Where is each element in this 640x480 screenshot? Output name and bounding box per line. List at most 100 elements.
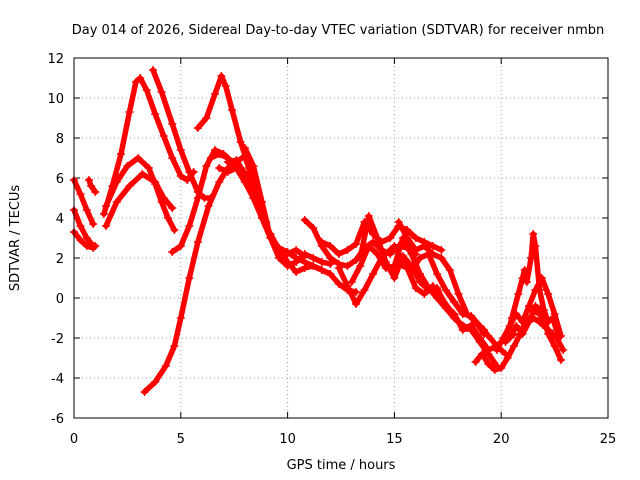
data-point <box>249 162 258 170</box>
data-point <box>527 254 536 262</box>
data-point <box>386 234 395 242</box>
data-point <box>125 182 134 190</box>
data-point <box>193 194 202 202</box>
data-point <box>334 264 343 272</box>
data-point <box>471 358 480 366</box>
data-point <box>116 150 125 158</box>
data-point <box>407 250 416 258</box>
data-point <box>369 270 378 278</box>
data-point <box>215 164 224 172</box>
data-point <box>356 254 365 262</box>
data-point <box>497 364 506 372</box>
data-point <box>236 138 245 146</box>
data-point <box>559 346 568 354</box>
data-point <box>490 366 499 374</box>
data-point <box>531 242 540 250</box>
data-point <box>484 332 493 340</box>
y-tick-label: -6 <box>51 412 64 427</box>
series-arc-8 <box>149 66 215 202</box>
data-point <box>206 154 215 162</box>
data-point <box>249 194 258 202</box>
y-tick-label: -4 <box>51 372 64 387</box>
data-point <box>492 346 501 354</box>
data-point <box>477 350 486 358</box>
x-tick-label: 10 <box>279 432 296 447</box>
series-trace <box>216 165 334 269</box>
y-tick-labels: -6 -4 -2 0 2 4 6 8 10 12 <box>47 52 64 427</box>
data-point <box>512 322 521 330</box>
data-point <box>138 170 147 178</box>
data-point <box>215 150 224 158</box>
data-point <box>552 334 561 342</box>
data-point <box>539 306 548 314</box>
data-point <box>176 172 185 180</box>
data-point <box>125 108 134 116</box>
data-point <box>484 346 493 354</box>
x-axis-label: GPS time / hours <box>287 458 396 473</box>
data-point <box>420 290 429 298</box>
data-point <box>535 310 544 318</box>
data-point <box>266 234 275 242</box>
data-point <box>283 258 292 266</box>
data-point <box>433 270 442 278</box>
y-axis-label: SDTVAR / TECUs <box>8 185 23 292</box>
series-arc-22 <box>394 218 489 334</box>
data-point <box>210 146 219 154</box>
data-point <box>390 274 399 282</box>
data-point <box>176 314 185 322</box>
data-point <box>257 198 266 206</box>
data-point <box>102 202 111 210</box>
data-point <box>221 82 230 90</box>
data-point <box>151 378 160 386</box>
data-point <box>524 318 533 326</box>
data-point <box>292 268 301 276</box>
data-point <box>240 170 249 178</box>
data-point <box>317 238 326 246</box>
data-point <box>168 120 177 128</box>
data-point <box>149 66 158 74</box>
x-tick-label: 5 <box>177 432 185 447</box>
data-point <box>151 110 160 118</box>
data-point <box>471 318 480 326</box>
data-point <box>163 214 172 222</box>
series-arc-4 <box>84 176 100 196</box>
series-arc-13 <box>215 164 335 270</box>
data-point <box>394 218 403 226</box>
data-point <box>454 290 463 298</box>
x-tick-labels: 0 5 10 15 20 25 <box>70 432 616 447</box>
data-point <box>123 162 132 170</box>
data-point <box>151 178 160 186</box>
data-point <box>176 146 185 154</box>
data-point <box>552 326 561 334</box>
data-point <box>458 326 467 334</box>
data-point <box>309 254 318 262</box>
data-point <box>185 274 194 282</box>
data-point <box>467 322 476 330</box>
data-point <box>501 338 510 346</box>
data-point <box>326 270 335 278</box>
series-arc-14 <box>223 156 360 296</box>
data-point <box>557 356 566 364</box>
data-point <box>480 326 489 334</box>
data-point <box>437 254 446 262</box>
data-point <box>441 286 450 294</box>
data-point <box>364 212 373 220</box>
data-point <box>217 72 226 80</box>
data-point <box>309 224 318 232</box>
data-point <box>433 284 442 292</box>
data-point <box>351 300 360 308</box>
y-tick-label: 10 <box>47 92 64 107</box>
x-tick-label: 20 <box>493 432 510 447</box>
data-point <box>275 246 284 254</box>
data-point <box>300 264 309 272</box>
data-point <box>176 242 185 250</box>
data-point <box>300 216 309 224</box>
data-point <box>136 74 145 82</box>
data-point <box>76 236 85 244</box>
data-point <box>441 302 450 310</box>
data-point <box>84 176 93 184</box>
data-point <box>283 250 292 258</box>
data-point <box>228 106 237 114</box>
data-point <box>134 154 143 162</box>
